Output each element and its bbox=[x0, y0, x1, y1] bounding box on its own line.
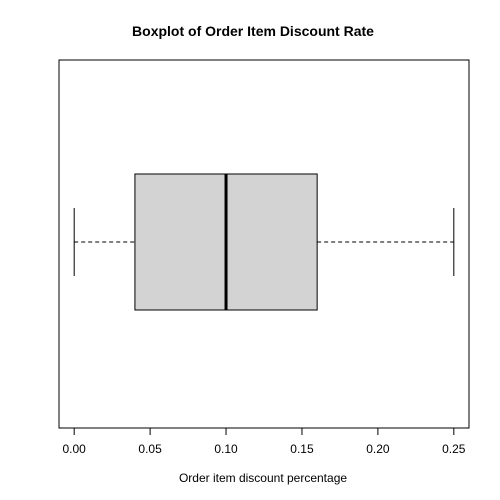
x-tick-label: 0.15 bbox=[290, 442, 314, 456]
chart-title: Boxplot of Order Item Discount Rate bbox=[132, 23, 374, 39]
x-tick-label: 0.20 bbox=[366, 442, 390, 456]
x-tick-label: 0.10 bbox=[214, 442, 238, 456]
x-tick-label: 0.00 bbox=[63, 442, 87, 456]
x-axis: 0.00 0.05 0.10 0.15 0.20 0.25 bbox=[63, 427, 466, 456]
x-tick-label: 0.25 bbox=[442, 442, 466, 456]
x-tick-label: 0.05 bbox=[138, 442, 162, 456]
box-group bbox=[73, 173, 455, 311]
x-axis-label: Order item discount percentage bbox=[179, 471, 347, 485]
